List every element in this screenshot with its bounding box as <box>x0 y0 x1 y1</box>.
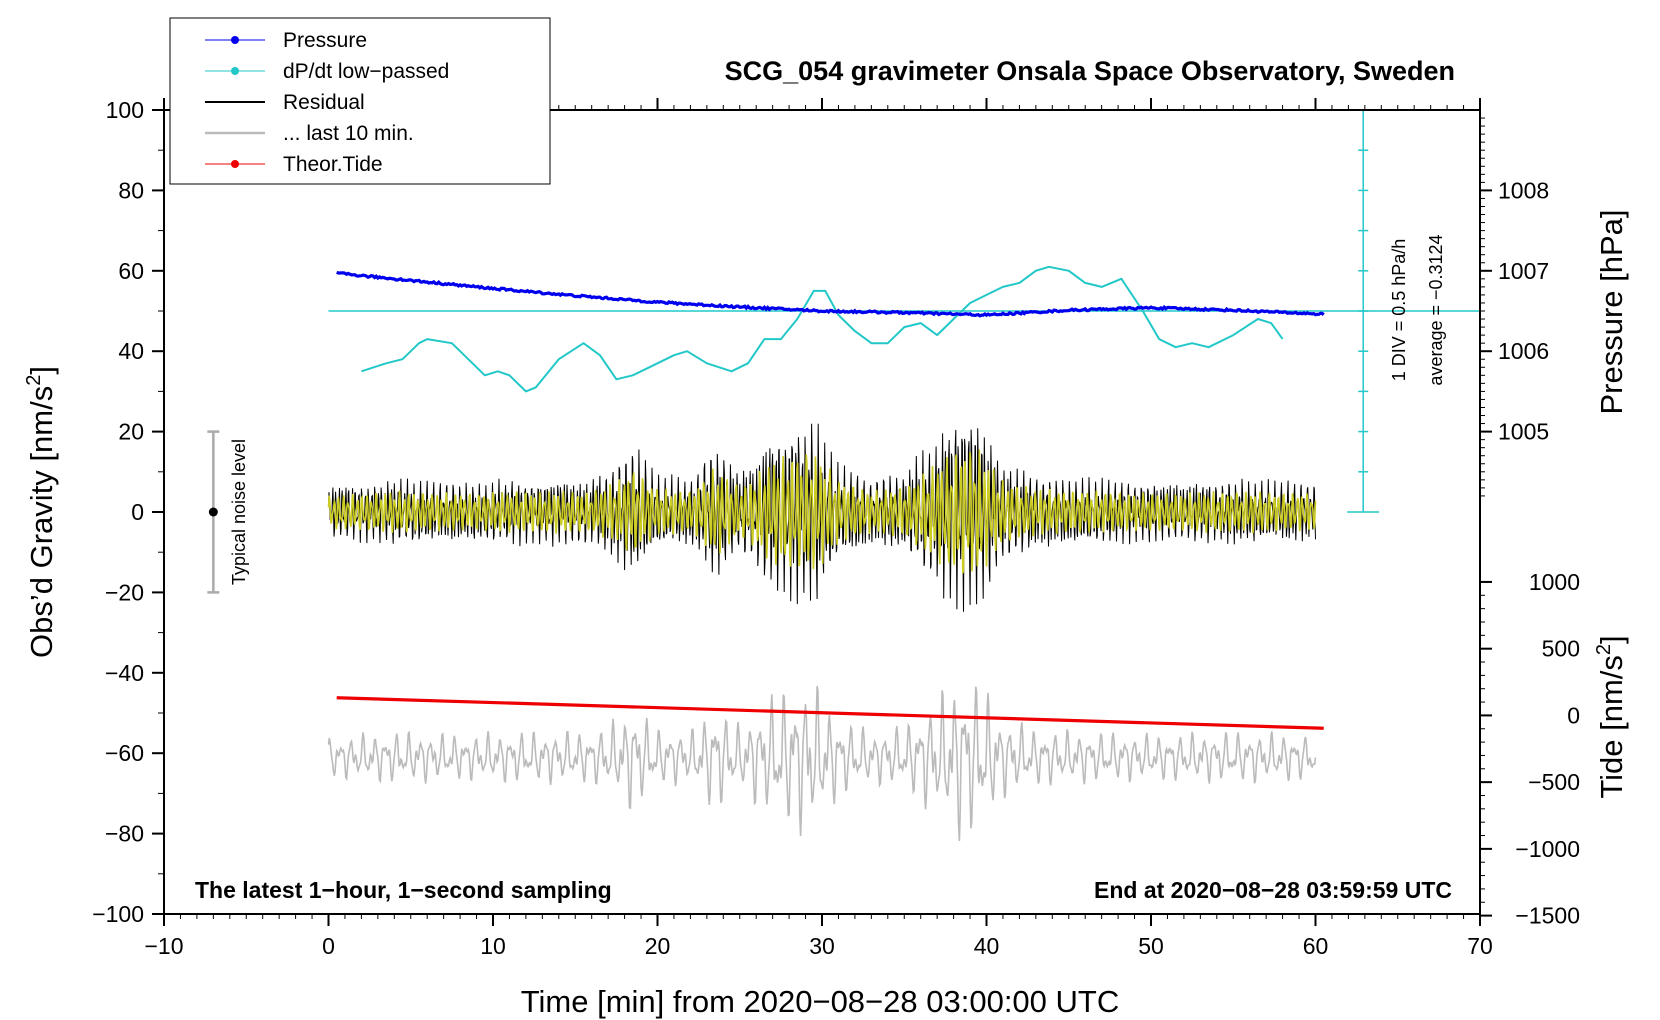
y-tick-label: 100 <box>106 97 144 123</box>
pressure-series <box>336 270 1325 318</box>
y-tick-label: −100 <box>92 901 144 927</box>
legend-label: Theor.Tide <box>283 153 383 176</box>
x-axis-label: Time [min] from 2020−08−28 03:00:00 UTC <box>521 984 1120 1019</box>
filtered-residual-series <box>327 449 1317 574</box>
pressure-axis-label: Pressure [hPa] <box>1594 209 1629 414</box>
tide-series <box>336 696 1324 730</box>
tide-axis-label: Tide [nm/s2] <box>1593 635 1629 798</box>
legend-label: dP/dt low−passed <box>283 60 449 83</box>
legend: Pressure dP/dt low−passed Residual ... last… <box>169 17 551 185</box>
y-tick-label: 20 <box>118 419 144 445</box>
legend-marker <box>231 67 239 75</box>
legend-label: ... last 10 min. <box>283 122 414 145</box>
tide-tick-label: −1500 <box>1515 903 1580 929</box>
y-tick-label: −80 <box>105 821 144 847</box>
axes-layer: −10 0 10 20 30 40 50 60 70−100−80−60−40−20020406… <box>92 97 1580 959</box>
tide-tick-label: −1000 <box>1515 836 1580 862</box>
pressure-tick-label: 1005 <box>1498 419 1549 445</box>
legend-label: Pressure <box>283 29 367 52</box>
last-10-min-series <box>327 685 1317 842</box>
y-tick-label: 80 <box>118 177 144 203</box>
y-axis-label: Obs’d Gravity [nm/s2] <box>23 366 59 658</box>
legend-label: Residual <box>283 91 365 114</box>
y-tick-label: 0 <box>131 499 144 525</box>
noise-bar-dot <box>208 507 218 517</box>
x-tick-label: 50 <box>1138 933 1164 959</box>
tide-tick-label: 1000 <box>1529 569 1580 595</box>
legend-marker <box>231 160 239 168</box>
chart-title: SCG_054 gravimeter Onsala Space Observat… <box>725 56 1455 86</box>
x-tick-label: 70 <box>1467 933 1493 959</box>
dpdt-div-label: 1 DIV = 0.5 hPa/h <box>1389 239 1409 382</box>
series-layer <box>207 109 1480 842</box>
x-tick-label: 20 <box>645 933 671 959</box>
y-tick-label: −40 <box>105 660 144 686</box>
tide-axis-label-sup: 2 <box>1593 644 1615 655</box>
x-tick-label: 10 <box>480 933 506 959</box>
dpdt-series <box>361 265 1284 393</box>
noise-level-label: Typical noise level <box>229 439 249 585</box>
y-tick-label: 60 <box>118 258 144 284</box>
dpdt-average-label: average = −0.3124 <box>1426 234 1446 385</box>
y-tick-label: −20 <box>105 579 144 605</box>
x-tick-label: 60 <box>1303 933 1329 959</box>
tide-axis-label-main: Tide [nm/s <box>1594 655 1629 799</box>
legend-marker <box>231 36 239 44</box>
y-tick-label: 40 <box>118 338 144 364</box>
y-axis-label-end: ] <box>24 366 59 375</box>
x-tick-label: 0 <box>322 933 335 959</box>
x-tick-label: −10 <box>144 933 183 959</box>
x-tick-label: 40 <box>974 933 1000 959</box>
tide-tick-label: −500 <box>1528 769 1580 795</box>
y-axis-label-sup: 2 <box>23 375 45 386</box>
tide-tick-label: 500 <box>1542 636 1580 662</box>
tide-tick-label: 0 <box>1567 702 1580 728</box>
pressure-tick-label: 1008 <box>1498 177 1549 203</box>
tide-axis-label-end: ] <box>1594 635 1629 644</box>
sampling-note: The latest 1−hour, 1−second sampling <box>195 877 612 903</box>
pressure-tick-label: 1007 <box>1498 258 1549 284</box>
end-time-note: End at 2020−08−28 03:59:59 UTC <box>1094 877 1452 903</box>
pressure-tick-label: 1006 <box>1498 338 1549 364</box>
y-axis-label-main: Obs’d Gravity [nm/s <box>24 386 59 658</box>
x-tick-label: 30 <box>809 933 835 959</box>
y-tick-label: −60 <box>105 740 144 766</box>
